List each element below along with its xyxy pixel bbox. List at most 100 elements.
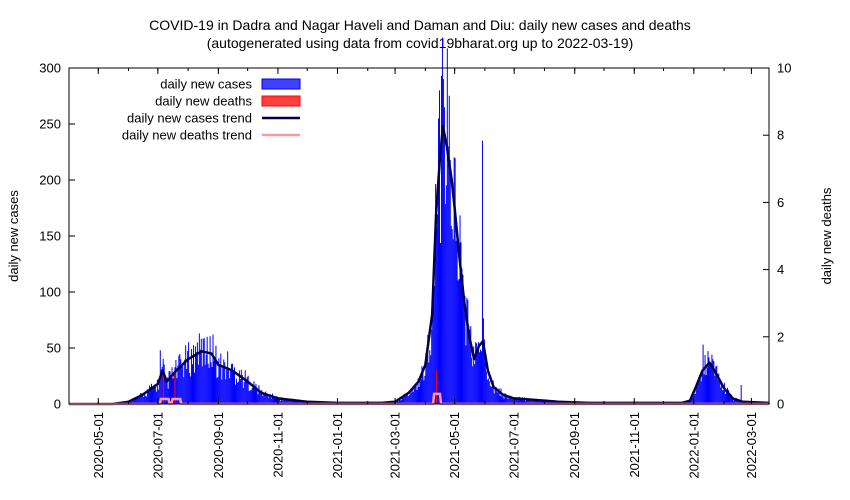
case-bar [397, 399, 399, 404]
case-bar [143, 397, 145, 404]
case-bar [278, 399, 280, 404]
case-bar [257, 394, 259, 404]
case-bar [286, 398, 288, 404]
case-bar [253, 381, 255, 404]
case-bar [148, 391, 150, 404]
case-bar [288, 399, 290, 404]
case-bar [144, 392, 146, 404]
case-bar [416, 390, 418, 404]
case-bar [294, 400, 296, 404]
case-bar [228, 369, 230, 404]
case-bar [484, 357, 486, 404]
case-bar [133, 399, 135, 404]
case-bar [141, 393, 143, 404]
case-bar [202, 338, 204, 404]
case-bar [702, 344, 704, 404]
case-bar [522, 397, 523, 404]
case-bar [522, 399, 524, 404]
case-bar [716, 365, 718, 404]
case-bar [210, 362, 212, 404]
case-bar [463, 297, 465, 404]
y-left-tick-label: 150 [39, 229, 61, 244]
case-bar [429, 350, 431, 404]
case-bar [233, 367, 235, 404]
case-bar [164, 376, 166, 404]
death-bar [174, 370, 176, 404]
case-bar [161, 366, 163, 404]
case-bar [706, 367, 708, 404]
case-bar [452, 239, 454, 404]
case-bar [205, 354, 207, 404]
cases-trend-line [69, 124, 770, 406]
case-bar [220, 353, 222, 404]
case-bar [419, 381, 421, 404]
case-bar [284, 399, 286, 404]
case-bar [719, 380, 721, 404]
case-bar [247, 375, 249, 404]
case-bar [196, 342, 198, 404]
case-bar [420, 379, 422, 404]
case-bar [224, 362, 226, 404]
x-tick-label: 2021-03-01 [388, 412, 403, 479]
case-bar [275, 398, 276, 404]
case-bar [406, 393, 408, 404]
case-bar [503, 398, 505, 404]
case-bar [151, 383, 153, 404]
death-bar [436, 370, 438, 404]
case-bar [550, 400, 552, 404]
case-bar [147, 389, 149, 404]
case-bar [707, 351, 709, 404]
case-bar [718, 373, 720, 404]
case-bar [694, 393, 696, 404]
case-bar [711, 354, 713, 404]
case-bar [531, 399, 533, 404]
case-bar [186, 369, 188, 404]
case-bar [710, 364, 712, 404]
case-bar [252, 384, 254, 404]
case-bar [229, 378, 231, 404]
case-bar [424, 375, 426, 404]
case-bar [729, 394, 731, 404]
case-bar [511, 398, 513, 404]
case-bar [241, 375, 243, 404]
case-bar [262, 396, 264, 404]
case-bar [172, 378, 174, 404]
case-bar [182, 363, 184, 404]
case-bar [240, 369, 242, 404]
y-right-tick-label: 6 [777, 195, 784, 210]
case-bar [145, 395, 147, 404]
case-bar [214, 359, 216, 404]
case-bar [533, 399, 535, 404]
case-bar [245, 380, 247, 404]
case-bar [277, 397, 279, 404]
case-bar [287, 399, 289, 404]
case-bar [538, 399, 540, 404]
x-tick-label: 2021-05-01 [447, 412, 462, 479]
case-bar [272, 393, 274, 404]
x-tick-label: 2020-07-01 [150, 412, 165, 479]
axes: 0 50 100 150 200 250 300 0 2 4 6 8 10 2020-05-01 2020-… [39, 61, 791, 479]
case-bar [433, 278, 435, 404]
case-bar [532, 398, 534, 404]
case-bar [410, 392, 412, 404]
case-bar [156, 379, 158, 404]
case-bar [158, 380, 160, 404]
case-bar [404, 395, 406, 404]
case-bar [173, 372, 175, 404]
case-bar [430, 355, 432, 404]
case-bar [414, 383, 416, 404]
case-bar [175, 359, 177, 404]
case-bar [693, 393, 695, 404]
case-bar [194, 346, 196, 404]
case-bar [552, 401, 554, 404]
case-bar [263, 393, 265, 404]
case-bar [438, 118, 440, 405]
case-bar [265, 391, 267, 404]
case-bar [222, 367, 224, 404]
case-bar [454, 158, 456, 404]
case-bar [733, 398, 735, 404]
case-bar [431, 329, 433, 404]
case-bar [206, 336, 208, 404]
case-bar [457, 280, 459, 404]
case-bar [705, 374, 707, 404]
